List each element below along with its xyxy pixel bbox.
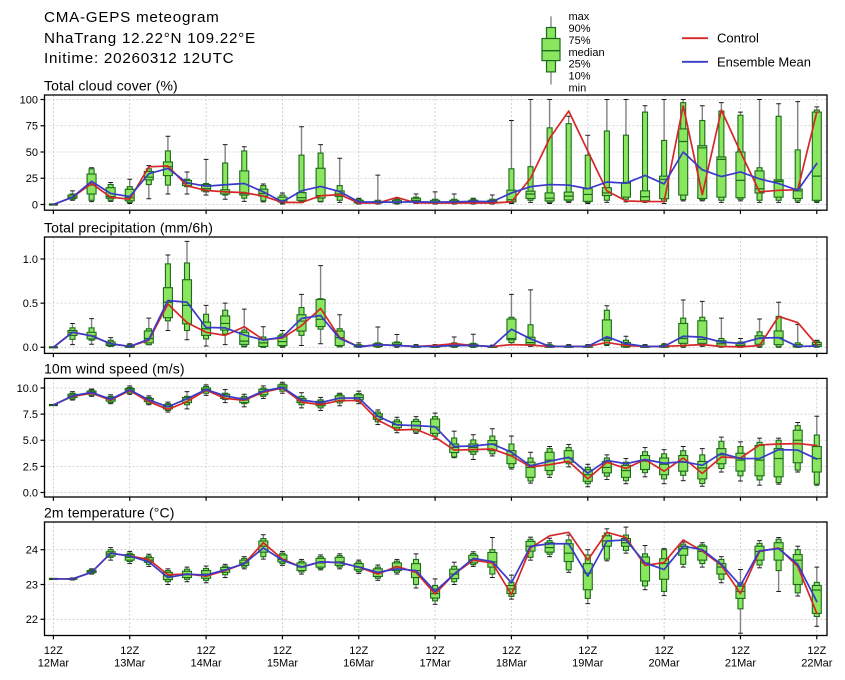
svg-text:7.5: 7.5 [23,409,38,421]
svg-text:0.0: 0.0 [23,487,38,499]
svg-text:5.0: 5.0 [23,435,38,447]
svg-text:12Z: 12Z [502,645,521,657]
svg-text:NhaTrang 12.22°N 109.22°E: NhaTrang 12.22°N 109.22°E [44,30,256,47]
svg-text:2.5: 2.5 [23,461,38,473]
svg-text:50: 50 [26,147,38,159]
svg-text:max: max [569,11,590,23]
svg-text:min: min [569,82,587,94]
svg-text:23: 23 [26,579,38,591]
svg-text:75: 75 [26,121,38,133]
svg-text:12Mar: 12Mar [38,657,70,669]
svg-text:median: median [569,47,605,59]
svg-text:0: 0 [32,199,38,211]
svg-text:18Mar: 18Mar [496,657,528,669]
svg-text:0.5: 0.5 [23,298,38,310]
svg-text:12Z: 12Z [120,645,139,657]
svg-text:10.0: 10.0 [17,383,38,395]
svg-text:21Mar: 21Mar [725,657,757,669]
svg-text:100: 100 [20,94,38,106]
svg-text:2m temperature (°C): 2m temperature (°C) [44,504,175,520]
svg-text:10m wind speed (m/s): 10m wind speed (m/s) [44,361,185,377]
svg-text:17Mar: 17Mar [420,657,452,669]
svg-text:90%: 90% [569,23,591,35]
svg-text:12Z: 12Z [731,645,750,657]
svg-text:12Z: 12Z [426,645,445,657]
svg-text:12Z: 12Z [349,645,368,657]
svg-text:Ensemble Mean: Ensemble Mean [717,54,811,69]
svg-text:Total cloud cover (%): Total cloud cover (%) [44,77,178,93]
svg-text:14Mar: 14Mar [190,657,222,669]
svg-text:10%: 10% [569,70,591,82]
svg-text:19Mar: 19Mar [572,657,604,669]
svg-text:22: 22 [26,614,38,626]
svg-text:12Z: 12Z [273,645,292,657]
svg-text:Initime: 20260312 12UTC: Initime: 20260312 12UTC [44,50,234,67]
svg-text:Control: Control [717,31,759,46]
svg-text:22Mar: 22Mar [801,657,833,669]
svg-text:16Mar: 16Mar [343,657,375,669]
svg-text:24: 24 [26,545,38,557]
svg-text:25%: 25% [569,58,591,70]
svg-text:12Z: 12Z [655,645,674,657]
svg-text:12Z: 12Z [44,645,63,657]
svg-text:1.0: 1.0 [23,254,38,266]
svg-text:Total precipitation (mm/6h): Total precipitation (mm/6h) [44,219,213,235]
svg-text:13Mar: 13Mar [114,657,146,669]
svg-text:12Z: 12Z [807,645,826,657]
svg-text:12Z: 12Z [578,645,597,657]
svg-text:25: 25 [26,173,38,185]
svg-text:20Mar: 20Mar [649,657,681,669]
svg-text:12Z: 12Z [197,645,216,657]
svg-text:0.0: 0.0 [23,342,38,354]
svg-text:75%: 75% [569,35,591,47]
svg-text:15Mar: 15Mar [267,657,299,669]
svg-text:CMA-GEPS meteogram: CMA-GEPS meteogram [44,9,220,26]
